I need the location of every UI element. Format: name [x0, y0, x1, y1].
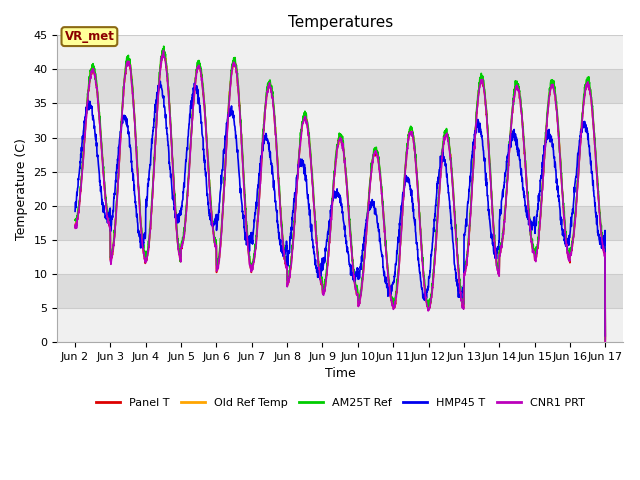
Bar: [58, 308, 623, 342]
Bar: [58, 36, 623, 70]
Text: VR_met: VR_met: [65, 30, 115, 43]
Bar: [58, 274, 623, 308]
Y-axis label: Temperature (C): Temperature (C): [15, 138, 28, 240]
Bar: [58, 138, 623, 171]
Legend: Panel T, Old Ref Temp, AM25T Ref, HMP45 T, CNR1 PRT: Panel T, Old Ref Temp, AM25T Ref, HMP45 …: [91, 394, 589, 412]
Bar: [58, 205, 623, 240]
Bar: [58, 104, 623, 138]
Title: Temperatures: Temperatures: [287, 15, 393, 30]
Bar: [58, 240, 623, 274]
Bar: [58, 171, 623, 205]
Bar: [58, 70, 623, 104]
X-axis label: Time: Time: [324, 367, 356, 380]
